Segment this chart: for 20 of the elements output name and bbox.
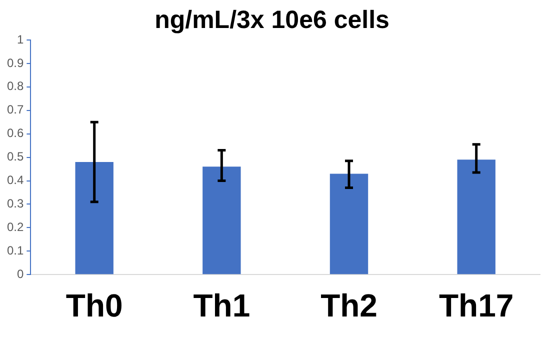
x-tick-label: Th17 [438, 288, 514, 324]
y-tick-label: 0 [16, 266, 24, 281]
y-tick-label: 0.7 [6, 102, 24, 117]
bar [330, 174, 368, 274]
y-tick-label: 0.1 [6, 243, 24, 258]
y-tick-label: 0.9 [6, 56, 24, 70]
bar [457, 160, 496, 274]
y-tick-label: 0.5 [6, 150, 24, 164]
y-tick-label: 0.4 [6, 173, 24, 188]
bar [75, 162, 114, 274]
x-tick-label: Th0 [66, 288, 123, 324]
y-tick-label: 0.8 [6, 79, 24, 94]
x-tick-label: Th2 [320, 288, 378, 324]
y-tick-label: 0.3 [6, 196, 24, 211]
x-tick-label: Th1 [193, 288, 250, 324]
y-tick-label: 0.2 [6, 220, 24, 234]
y-tick-label: 1 [16, 32, 24, 46]
chart-title: ng/mL/3x 10e6 cells [154, 6, 390, 34]
bar [202, 166, 241, 274]
y-tick-label: 0.6 [6, 126, 24, 140]
